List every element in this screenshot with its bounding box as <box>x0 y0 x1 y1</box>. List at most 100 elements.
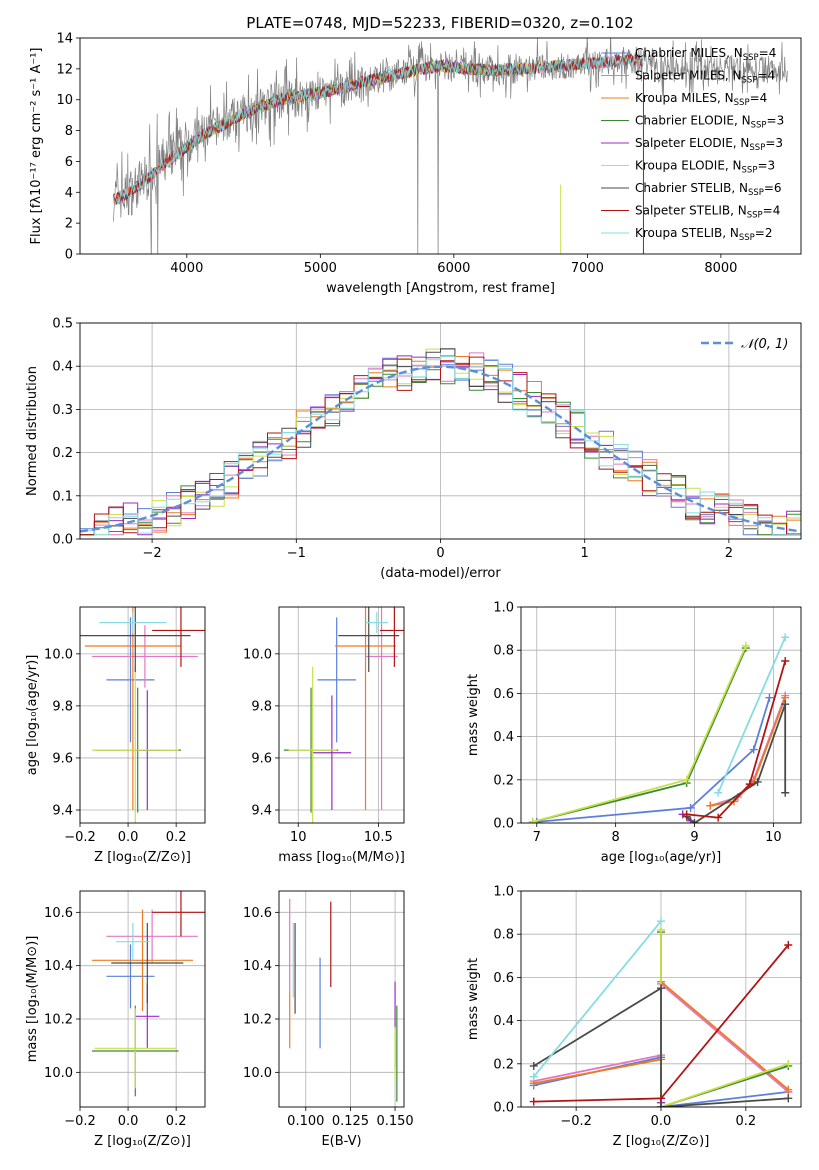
weight-point-chabrier-stelib <box>781 788 790 797</box>
x-axis-label: Z [log₁₀(Z/Z⊙)] <box>94 1134 191 1149</box>
weight-point-kroupa-stelib <box>529 1072 538 1081</box>
y-tick-label: 10.0 <box>44 647 73 662</box>
errorbar-kroupa-miles <box>92 909 193 1011</box>
y-tick-label: 1.0 <box>493 601 514 616</box>
x-tick-label: 2 <box>725 546 733 561</box>
x-tick-label: −0.2 <box>64 830 96 845</box>
weight-point-chabrier-stelib <box>690 819 699 823</box>
y-tick-label: 0.4 <box>493 730 514 745</box>
spectrum-legend: Chabrier MILES, NSSP=4 Salpeter MILES, NS… <box>601 46 784 243</box>
weight-point-kroupa-miles <box>706 801 715 810</box>
histogram-kroupa-stelib <box>80 356 801 536</box>
x-tick-label: 10 <box>765 830 782 845</box>
errorbar-chabrier-stelib <box>338 607 400 673</box>
legend-entry-kroupa-elodie: Kroupa ELODIE, NSSP=3 <box>635 159 775 176</box>
errorbar-chabrier-miles <box>106 617 155 743</box>
observed-spectrum-line <box>113 38 788 254</box>
plot-background <box>80 607 205 823</box>
legend-entry-chabrier-miles: Chabrier MILES, NSSP=4 <box>635 46 776 63</box>
y-tick-label: 0.6 <box>493 971 514 986</box>
y-tick-label: 10.0 <box>243 647 272 662</box>
x-tick-label: 9 <box>690 830 698 845</box>
axes-frame <box>278 606 405 824</box>
x-tick-label: −2 <box>143 546 162 561</box>
y-axis-label: mass weight <box>466 958 481 1040</box>
weight-point-chabrier-stelib <box>529 1061 538 1070</box>
plot-background <box>279 891 404 1107</box>
y-tick-label: 10.6 <box>44 906 73 921</box>
y-tick-label: 0.2 <box>52 446 73 461</box>
weight-point-chabrier-stelib <box>657 984 665 993</box>
plot-area <box>80 607 205 823</box>
x-axis-label: age [log₁₀(age/yr)] <box>601 850 722 865</box>
weight-point-salpeter-stelib <box>657 1094 665 1103</box>
plot-area <box>529 917 793 1107</box>
y-tick-label: 6 <box>65 155 73 170</box>
y-tick-label: 10.2 <box>243 1013 272 1028</box>
model-spectrum-kroupa-stelib <box>113 54 644 204</box>
axes-frame <box>520 606 802 824</box>
figure-title: PLATE=0748, MJD=52233, FIBERID=0320, z=0… <box>246 14 633 32</box>
x-tick-label: 5000 <box>304 261 337 276</box>
weight-point-salpeter-stelib <box>682 810 691 819</box>
y-tick-label: 10.0 <box>243 1066 272 1081</box>
panel-age-weight: 7 8 9 10 0.0 0.2 0.4 0.6 0.8 1.0 age [log₁₀(age/yr… <box>466 601 802 865</box>
y-tick-label: 9.8 <box>251 699 272 714</box>
axes-frame <box>79 37 802 255</box>
panel-spectrum: 4000 5000 6000 7000 8000 0 2 4 6 8 10 12 14 wavelengt… <box>29 32 802 296</box>
y-tick-label: 0.5 <box>52 317 73 332</box>
errorbar-kroupa-stelib <box>116 923 150 961</box>
x-tick-label: 0.150 <box>376 1114 413 1129</box>
weight-point-kroupa-elodie <box>682 775 691 784</box>
y-tick-label: 12 <box>56 62 73 77</box>
y-tick-label: 0.0 <box>52 533 73 548</box>
panel-residuals: −2 −1 0 1 2 0.0 0.1 0.2 0.3 0.4 0.5 (data-model)/er… <box>25 317 802 581</box>
weight-point-salpeter-stelib <box>745 780 754 789</box>
y-axis-label: mass weight <box>466 674 481 756</box>
errorbar-salpeter-elodie <box>312 695 352 810</box>
y-tick-label: 4 <box>65 186 73 201</box>
x-axis-label: Z [log₁₀(Z/Z⊙)] <box>94 850 191 865</box>
x-tick-label: 8000 <box>704 261 737 276</box>
y-tick-label: 0 <box>65 248 73 263</box>
y-tick-label: 0.2 <box>493 773 514 788</box>
x-tick-label: 6000 <box>437 261 470 276</box>
y-axis-label: mass [log₁₀(M/M⊙)] <box>25 936 40 1063</box>
weight-point-chabrier-stelib <box>784 1094 793 1103</box>
axes-frame <box>278 890 405 1108</box>
weight-point-kroupa-stelib <box>714 788 723 797</box>
y-tick-label: 1.0 <box>493 885 514 900</box>
errorbar-kroupa-miles <box>84 607 181 810</box>
plot-area <box>92 891 205 1097</box>
x-tick-label: 10.5 <box>364 830 393 845</box>
axes-frame <box>520 890 802 1108</box>
panel-mass-age: 10 10.5 9.4 9.6 9.8 10.0 mass [log₁₀(M/M⊙)] <box>243 606 405 865</box>
axes-frame <box>79 322 802 540</box>
y-tick-label: 9.6 <box>251 751 272 766</box>
axes-frame <box>79 890 206 1108</box>
plot-area <box>80 348 801 536</box>
errorbar-salpeter-miles <box>106 909 198 963</box>
panel-z-age: −0.2 0.0 0.2 9.4 9.6 9.8 10.0 Z [log₁₀(Z/Z⊙)] ag… <box>25 606 206 865</box>
y-tick-label: 10.6 <box>243 906 272 921</box>
legend-entry-gaussian: 𝒩(0, 1) <box>741 337 788 352</box>
x-axis-label: Z [log₁₀(Z/Z⊙)] <box>613 1134 710 1149</box>
weight-line-chabrier-stelib <box>533 986 789 1107</box>
errorbar-chabrier-stelib <box>111 923 184 1003</box>
x-tick-label: 7000 <box>571 261 604 276</box>
x-tick-label: 10 <box>290 830 307 845</box>
weight-point-chabrier-miles <box>686 803 695 812</box>
y-tick-label: 8 <box>65 124 73 139</box>
x-tick-label: 0.2 <box>166 830 187 845</box>
weight-line-kroupa-stelib <box>717 636 787 794</box>
x-tick-label: −0.2 <box>64 1114 96 1129</box>
x-tick-label: 0.100 <box>287 1114 324 1129</box>
weight-point-kroupa-elodie <box>784 1059 793 1068</box>
gaussian-curve <box>80 365 801 533</box>
x-tick-label: −0.2 <box>560 1114 592 1129</box>
y-tick-label: 9.4 <box>52 803 73 818</box>
x-tick-label: 7 <box>533 830 541 845</box>
plot-area <box>283 607 404 823</box>
errorbar-kroupa-elodie <box>92 666 179 823</box>
